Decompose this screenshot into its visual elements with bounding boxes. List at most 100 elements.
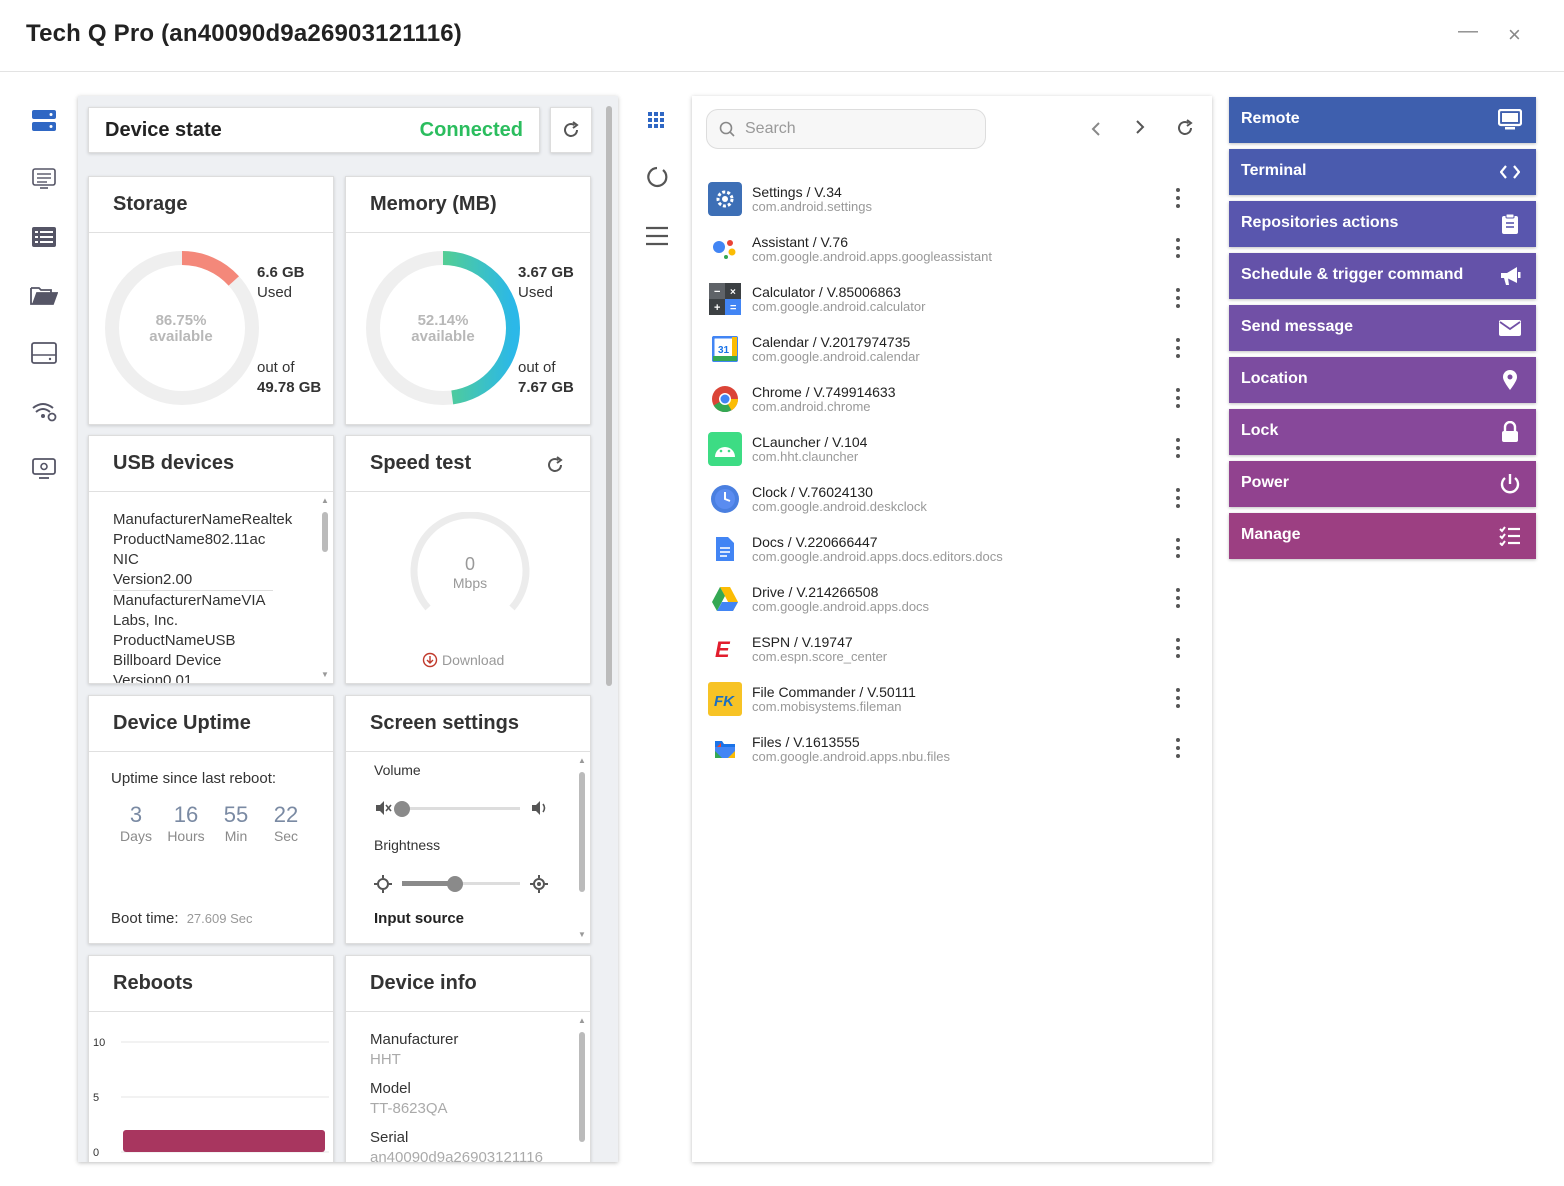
app-row[interactable]: E ESPN / V.19747 com.espn.score_center (706, 630, 1196, 676)
more-options-icon[interactable] (1172, 288, 1184, 308)
speed-refresh-icon[interactable] (546, 456, 564, 474)
messages-icon[interactable] (30, 166, 58, 192)
more-options-icon[interactable] (1172, 738, 1184, 758)
power-button[interactable]: Power (1229, 461, 1536, 507)
volume-up-icon[interactable] (530, 800, 548, 816)
apps-panel: Settings / V.34 com.android.settings Ass… (692, 96, 1212, 1162)
uptime-since-label: Uptime since last reboot: (111, 770, 277, 787)
usb-device-list: ManufacturerNameRealtek ProductName802.1… (113, 510, 292, 684)
next-page-icon[interactable] (1134, 120, 1146, 139)
download-button[interactable]: Download (422, 652, 504, 668)
loading-icon[interactable] (646, 166, 668, 193)
search-box[interactable] (706, 109, 986, 149)
more-options-icon[interactable] (1172, 438, 1184, 458)
menu-icon[interactable] (646, 226, 668, 251)
schedule-trigger-command-button[interactable]: Schedule & trigger command (1229, 253, 1536, 299)
grid-view-icon[interactable] (648, 112, 666, 135)
list-icon[interactable] (30, 224, 58, 250)
y-tick-label: 5 (93, 1092, 99, 1104)
app-name: Docs / V.220666447 (752, 534, 878, 550)
app-package: com.google.android.calculator (752, 299, 926, 314)
display-icon[interactable] (30, 340, 58, 366)
svg-text:31: 31 (718, 345, 730, 356)
scroll-up-arrow[interactable]: ▲ (321, 496, 329, 505)
scroll-up-arrow[interactable]: ▲ (578, 756, 586, 765)
send-message-button[interactable]: Send message (1229, 305, 1536, 351)
uptime-sec: 22 (273, 802, 299, 827)
app-row[interactable]: − × + = Calculator / V.85006863 com.google.… (706, 280, 1196, 326)
app-row[interactable]: Clock / V.76024130 com.google.android.de… (706, 480, 1196, 526)
manage-button[interactable]: Manage (1229, 513, 1536, 559)
app-row[interactable]: 31 Calendar / V.2017974735 com.google.an… (706, 330, 1196, 376)
boot-time-value: 27.609 Sec (186, 911, 253, 926)
lock-button[interactable]: Lock (1229, 409, 1536, 455)
svg-text:+: + (714, 302, 720, 314)
app-row[interactable]: Docs / V.220666447 com.google.android.ap… (706, 530, 1196, 576)
app-row[interactable]: Assistant / V.76 com.google.android.apps… (706, 230, 1196, 276)
app-name: Settings / V.34 (752, 184, 842, 200)
close-button[interactable]: × (1508, 22, 1521, 47)
memory-available-label: available (411, 328, 475, 345)
usb-line: Version2.00 (113, 570, 273, 591)
refresh-device-button[interactable] (550, 107, 592, 153)
reboots-card: Reboots 10 5 0 (88, 955, 334, 1162)
panel-scrollbar[interactable] (606, 106, 612, 686)
usb-scrollbar[interactable] (322, 512, 328, 552)
input-source-label: Input source (374, 910, 465, 927)
uptime-hours-label: Hours (167, 828, 205, 844)
more-options-icon[interactable] (1172, 488, 1184, 508)
scroll-down-arrow[interactable]: ▼ (578, 930, 586, 939)
more-options-icon[interactable] (1172, 588, 1184, 608)
device-info-scrollbar[interactable] (579, 1032, 585, 1142)
action-label: Manage (1241, 526, 1301, 543)
app-row[interactable]: Settings / V.34 com.android.settings (706, 180, 1196, 226)
app-package: com.google.android.deskclock (752, 499, 927, 514)
uptime-min-label: Min (224, 828, 248, 844)
terminal-button[interactable]: Terminal (1229, 149, 1536, 195)
action-label: Send message (1241, 318, 1354, 335)
app-row[interactable]: Chrome / V.749914633 com.android.chrome (706, 380, 1196, 426)
refresh-icon (564, 121, 579, 137)
mute-icon[interactable] (374, 800, 392, 816)
app-row[interactable]: Drive / V.214266508 com.google.android.a… (706, 580, 1196, 626)
brightness-low-icon[interactable] (374, 875, 392, 893)
app-row[interactable]: CLauncher / V.104 com.hht.clauncher (706, 430, 1196, 476)
more-options-icon[interactable] (1172, 538, 1184, 558)
svg-text:E: E (715, 639, 731, 659)
folder-icon[interactable] (30, 282, 58, 308)
brightness-label: Brightness (374, 837, 441, 853)
app-row[interactable]: Files / V.1613555 com.google.android.app… (706, 730, 1196, 776)
storage-title: Storage (89, 177, 333, 233)
scroll-down-arrow[interactable]: ▼ (321, 670, 329, 679)
more-options-icon[interactable] (1172, 188, 1184, 208)
uptime-card: Device Uptime Uptime since last reboot: … (88, 695, 334, 944)
memory-card: Memory (MB) 52.14% available 3.67 GB Use… (345, 176, 591, 425)
repositories-actions-button[interactable]: Repositories actions (1229, 201, 1536, 247)
reboot-bar[interactable] (123, 1130, 325, 1152)
volume-slider[interactable] (402, 807, 520, 810)
refresh-apps-icon[interactable] (1176, 119, 1194, 142)
location-button[interactable]: Location (1229, 357, 1536, 403)
servers-icon[interactable] (30, 108, 58, 134)
volume-slider-handle[interactable] (394, 801, 410, 817)
remote-display-icon[interactable] (30, 456, 58, 482)
screen-scrollbar[interactable] (579, 772, 585, 892)
more-options-icon[interactable] (1172, 238, 1184, 258)
usb-line: Version0.01 (113, 672, 193, 684)
scroll-up-arrow[interactable]: ▲ (578, 1016, 586, 1025)
storage-card: Storage 86.75% available 6.6 GB Used out… (88, 176, 334, 425)
minimize-button[interactable]: — (1458, 20, 1478, 42)
search-input[interactable] (745, 120, 965, 138)
more-options-icon[interactable] (1172, 688, 1184, 708)
storage-used-label: Used (257, 284, 293, 301)
remote-button[interactable]: Remote (1229, 97, 1536, 143)
prev-page-icon[interactable] (1090, 120, 1102, 141)
more-options-icon[interactable] (1172, 338, 1184, 358)
app-row[interactable]: FK File Commander / V.50111 com.mobisyst… (706, 680, 1196, 726)
brightness-high-icon[interactable] (530, 875, 548, 893)
wifi-settings-icon[interactable] (30, 398, 58, 424)
lock-icon (1498, 420, 1522, 444)
more-options-icon[interactable] (1172, 638, 1184, 658)
more-options-icon[interactable] (1172, 388, 1184, 408)
brightness-slider-handle[interactable] (447, 876, 464, 892)
